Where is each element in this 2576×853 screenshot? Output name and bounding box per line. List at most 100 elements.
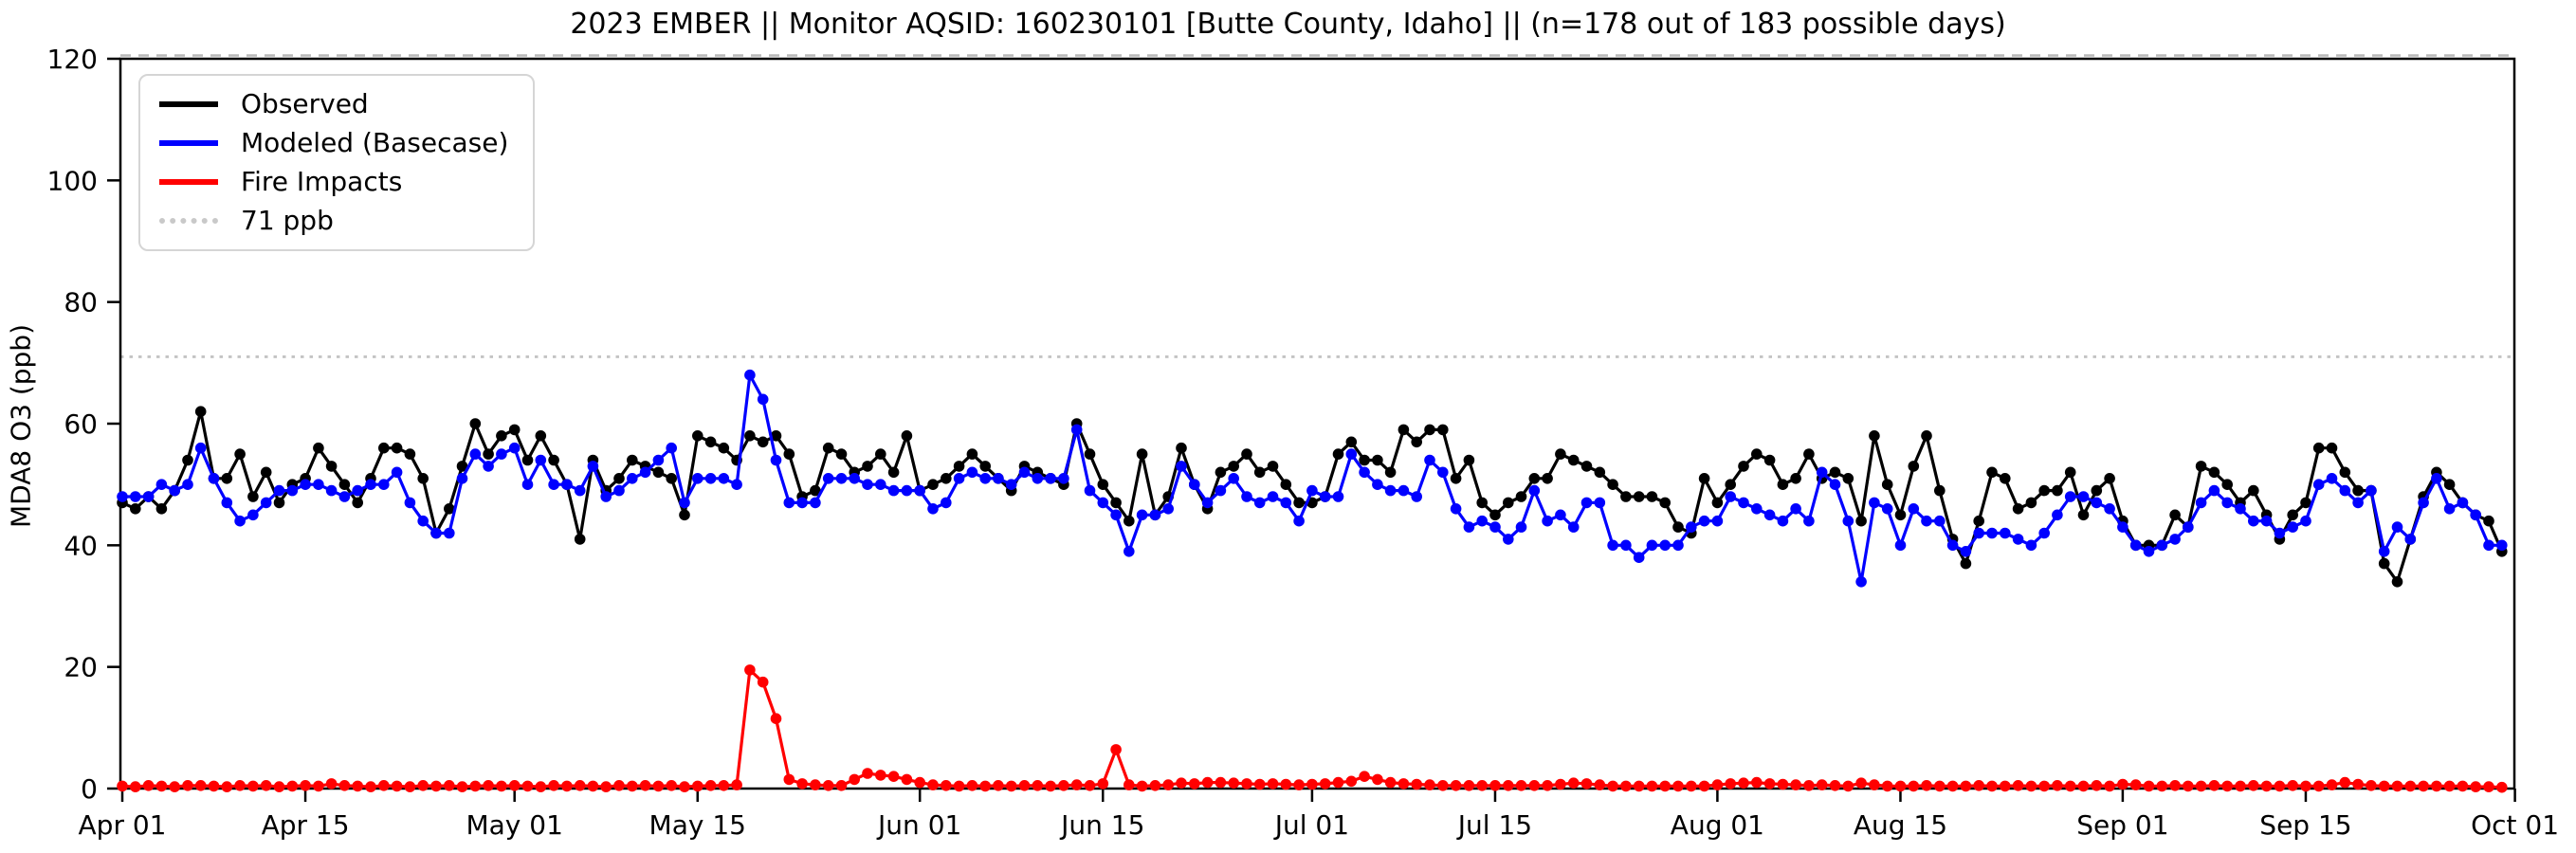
fire-series-marker <box>1280 778 1292 790</box>
modeled-series-marker <box>1241 491 1252 502</box>
observed-series-marker <box>1659 497 1671 509</box>
fire-series-marker <box>1881 780 1893 792</box>
modeled-series-marker <box>587 461 599 472</box>
modeled-series-marker <box>1345 448 1358 460</box>
modeled-series-marker <box>1503 534 1514 545</box>
fire-series-marker <box>2117 778 2128 790</box>
x-tick-label: Jun 01 <box>876 809 961 841</box>
observed-series-marker <box>2025 497 2037 509</box>
fire-series-marker <box>444 780 455 791</box>
observed-series-marker <box>1738 461 1749 472</box>
modeled-series-marker <box>1672 539 1684 552</box>
x-tick-label: Apr 15 <box>262 809 350 841</box>
observed-series-marker <box>2248 484 2259 497</box>
fire-series-marker <box>1790 779 1801 790</box>
observed-series-marker <box>770 430 782 442</box>
modeled-series-marker <box>2235 503 2246 515</box>
fire-series-marker <box>130 781 141 792</box>
observed-series-marker <box>1908 461 1920 472</box>
fire-series-marker <box>1973 780 1984 791</box>
modeled-series-marker <box>1594 497 1606 509</box>
observed-series-marker <box>953 461 965 472</box>
x-tick-label: Sep 01 <box>2076 809 2168 841</box>
modeled-series-marker <box>627 473 638 484</box>
fire-series-marker <box>1620 780 1632 792</box>
observed-series-marker <box>966 448 978 460</box>
legend-item-71ppb: 71 ppb <box>159 208 508 234</box>
modeled-series-marker <box>1228 473 1239 484</box>
observed-series-marker <box>1633 491 1645 502</box>
observed-series-marker <box>1332 448 1344 460</box>
modeled-series-marker <box>1045 473 1056 484</box>
observed-series-marker <box>927 479 939 490</box>
fire-series-marker <box>1253 778 1266 790</box>
observed-series-marker <box>887 466 900 479</box>
chart-title: 2023 EMBER || Monitor AQSID: 160230101 [… <box>570 8 2006 41</box>
modeled-series-marker <box>718 473 730 484</box>
fire-series-marker <box>1960 780 1972 792</box>
modeled-series-marker <box>731 479 742 490</box>
modeled-series-marker <box>1633 552 1645 563</box>
fire-series-marker <box>639 780 651 791</box>
fire-series-marker <box>300 780 311 791</box>
modeled-series-marker <box>313 479 324 490</box>
fire-series-marker <box>2091 780 2103 791</box>
observed-series-marker <box>313 442 324 454</box>
modeled-series-marker <box>2248 515 2259 527</box>
modeled-series-marker <box>1869 497 1880 509</box>
fire-series-marker <box>1686 780 1697 792</box>
fire-series-marker <box>2496 781 2508 793</box>
observed-series-marker <box>2064 466 2076 479</box>
fire-series-marker <box>1503 780 1514 791</box>
modeled-series-marker <box>2431 473 2442 484</box>
fire-series-marker <box>2312 780 2325 792</box>
observed-series-marker <box>548 454 559 466</box>
observed-series-marker <box>822 442 834 454</box>
fire-series-marker <box>692 780 703 792</box>
modeled-series-marker <box>1319 491 1331 502</box>
modeled-series-marker <box>1032 473 1044 484</box>
modeled-series-marker <box>1189 479 1200 490</box>
fire-series-marker <box>313 780 324 792</box>
observed-series-marker <box>652 466 665 479</box>
fire-series-marker <box>1005 780 1017 792</box>
fire-series-marker <box>1110 744 1122 755</box>
modeled-series-marker <box>2169 534 2181 545</box>
observed-series-marker <box>391 442 403 454</box>
modeled-series-marker <box>1372 479 1383 490</box>
modeled-series-marker <box>2496 539 2508 552</box>
fire-series-marker <box>1450 780 1462 791</box>
observed-series-marker <box>260 466 272 479</box>
modeled-series-marker <box>1058 473 1069 484</box>
modeled-series-marker <box>639 466 651 479</box>
modeled-series-marker <box>2208 484 2220 497</box>
modeled-series-marker <box>273 484 285 497</box>
fire-series-marker <box>2443 780 2456 792</box>
x-tick-label: Apr 01 <box>79 809 167 841</box>
observed-series-marker <box>1881 479 1893 490</box>
fire-series-marker <box>1528 780 1541 791</box>
modeled-series-marker <box>2339 484 2351 497</box>
observed-series-marker <box>2312 442 2325 454</box>
modeled-series-marker <box>548 479 559 490</box>
modeled-series-marker <box>1110 509 1122 521</box>
observed-series-marker <box>862 461 873 472</box>
observed-series-marker <box>627 454 638 466</box>
fire-series-marker <box>718 780 730 791</box>
modeled-series-marker <box>941 497 952 509</box>
fire-series-marker <box>1162 779 1174 790</box>
observed-series-marker <box>1567 454 1580 466</box>
fire-series-marker <box>1306 778 1318 790</box>
fire-series-marker <box>2221 780 2233 792</box>
fire-series-marker <box>993 780 1004 791</box>
x-tick-label: Aug 01 <box>1671 809 1764 841</box>
fire-series-marker <box>1946 780 1959 792</box>
modeled-series-marker <box>1659 539 1671 552</box>
fire-series-marker <box>810 779 821 790</box>
observed-series-marker <box>469 418 482 429</box>
fire-series-marker <box>679 781 690 792</box>
fire-series-marker <box>1659 780 1671 792</box>
modeled-series-marker <box>1201 497 1214 509</box>
observed-series-marker <box>1711 497 1724 509</box>
modeled-series-marker <box>2404 534 2417 545</box>
